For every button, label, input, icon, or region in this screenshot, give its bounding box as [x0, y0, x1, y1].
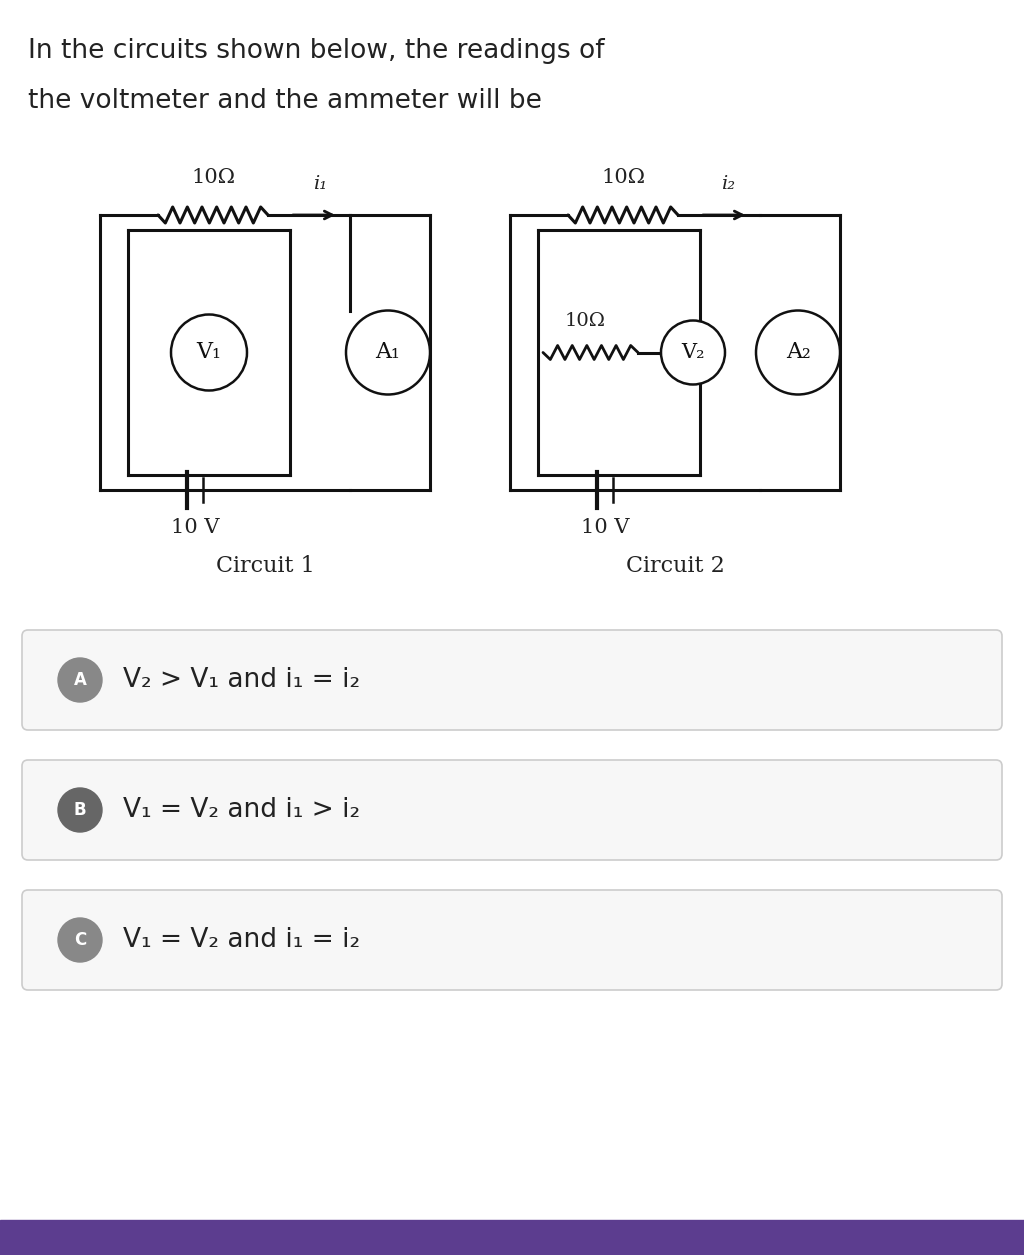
Text: A₂: A₂: [785, 341, 810, 364]
Text: V₁: V₁: [197, 341, 221, 364]
Text: 10Ω: 10Ω: [565, 312, 606, 330]
Circle shape: [756, 310, 840, 394]
FancyBboxPatch shape: [22, 761, 1002, 860]
Circle shape: [58, 788, 102, 832]
Circle shape: [58, 917, 102, 963]
Circle shape: [346, 310, 430, 394]
Text: i₂: i₂: [721, 174, 735, 193]
Text: 10 V: 10 V: [581, 518, 630, 537]
FancyBboxPatch shape: [22, 890, 1002, 990]
Text: In the circuits shown below, the readings of: In the circuits shown below, the reading…: [28, 38, 604, 64]
Text: i₁: i₁: [313, 174, 327, 193]
Circle shape: [58, 658, 102, 702]
Text: V₁ = V₂ and i₁ = i₂: V₁ = V₂ and i₁ = i₂: [123, 927, 360, 953]
Text: V₁ = V₂ and i₁ > i₂: V₁ = V₂ and i₁ > i₂: [123, 797, 360, 823]
Text: the voltmeter and the ammeter will be: the voltmeter and the ammeter will be: [28, 88, 542, 114]
Bar: [0, 1220, 1024, 1255]
Text: A: A: [74, 671, 86, 689]
Text: 10 V: 10 V: [171, 518, 219, 537]
Text: Circuit 1: Circuit 1: [216, 555, 314, 577]
Text: V₂: V₂: [681, 343, 705, 361]
Circle shape: [662, 320, 725, 384]
Text: 10Ω: 10Ω: [191, 168, 234, 187]
Circle shape: [171, 315, 247, 390]
Text: B: B: [74, 801, 86, 820]
Text: A₁: A₁: [376, 341, 400, 364]
Text: V₂ > V₁ and i₁ = i₂: V₂ > V₁ and i₁ = i₂: [123, 666, 360, 693]
FancyBboxPatch shape: [22, 630, 1002, 730]
Text: C: C: [74, 931, 86, 949]
Text: 10Ω: 10Ω: [601, 168, 645, 187]
Text: Circuit 2: Circuit 2: [626, 555, 724, 577]
